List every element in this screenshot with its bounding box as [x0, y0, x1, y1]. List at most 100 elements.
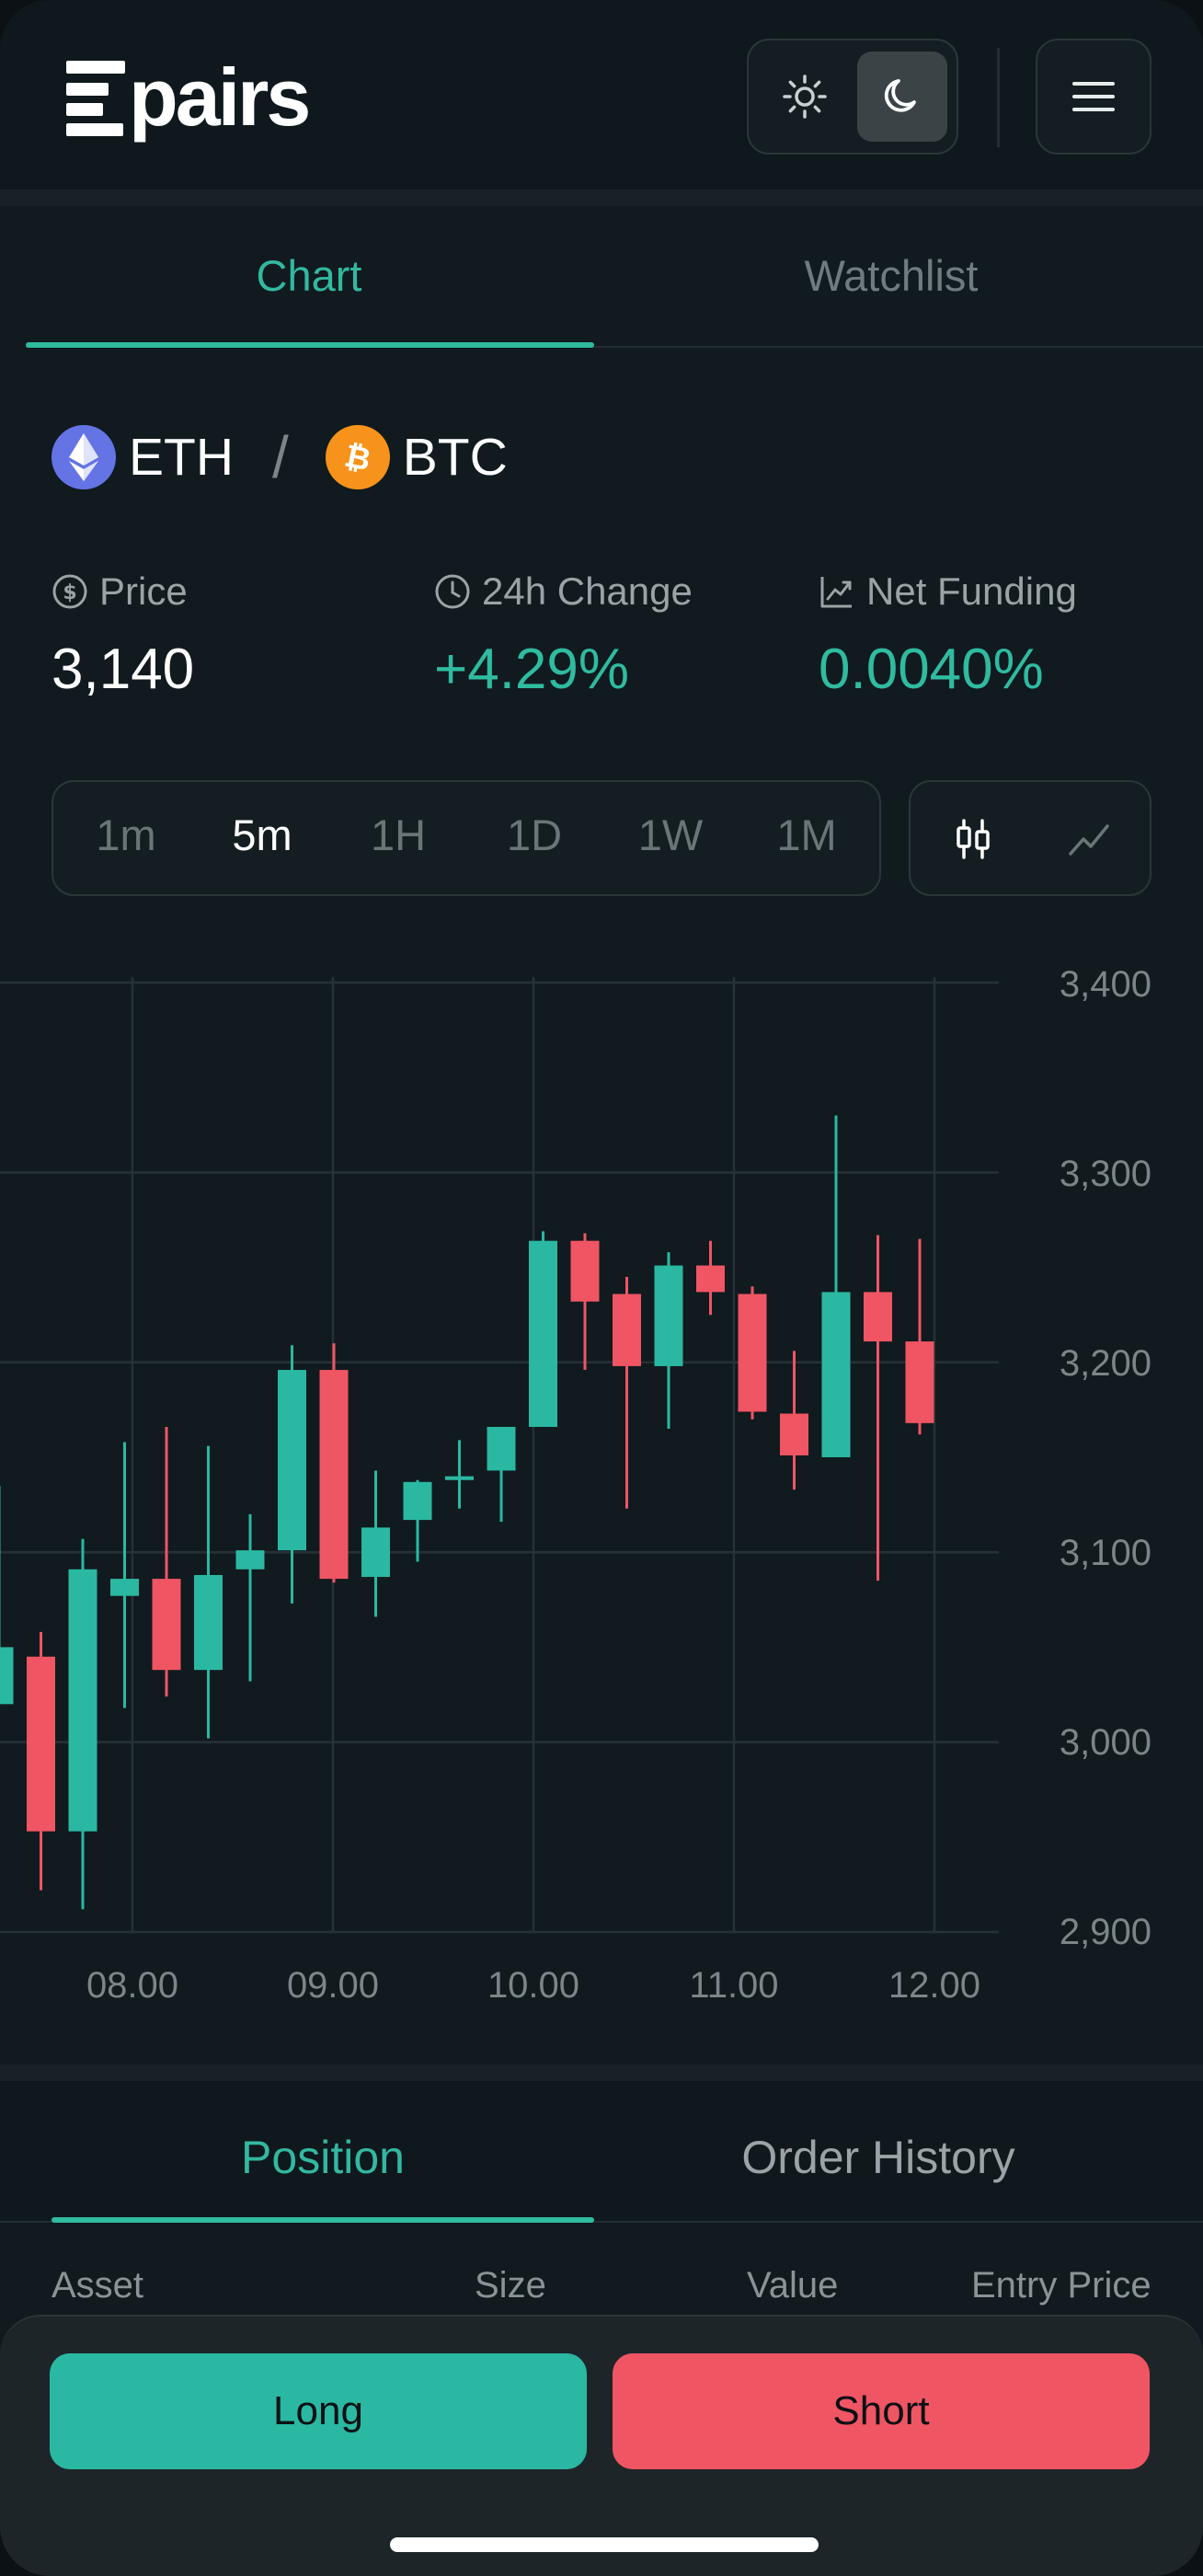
- candle-body-up: [194, 1574, 223, 1671]
- chart-type-selector: [909, 780, 1151, 896]
- candle-body-up: [0, 1647, 14, 1705]
- hamburger-menu-icon: [1072, 82, 1115, 111]
- moon-icon: [884, 79, 916, 112]
- tab-position[interactable]: Position: [241, 2132, 405, 2183]
- candle-body-up: [487, 1426, 516, 1471]
- y-tick-label: 3,300: [1059, 1154, 1151, 1194]
- timeframe-1w[interactable]: 1W: [637, 811, 704, 859]
- dark-theme-button[interactable]: [857, 52, 947, 142]
- candle-body-down: [738, 1294, 767, 1412]
- change-label: 24h Change: [482, 569, 693, 613]
- column-header-entry-price[interactable]: Entry Price: [971, 2265, 1151, 2306]
- column-header-asset[interactable]: Asset: [52, 2265, 144, 2306]
- light-theme-button[interactable]: [760, 52, 850, 142]
- candlestick-chart-button[interactable]: [940, 806, 1006, 872]
- candlestick-chart[interactable]: [0, 948, 1203, 2033]
- pair-separator: /: [272, 424, 289, 490]
- menu-button[interactable]: [1036, 39, 1151, 155]
- candle-body-down: [570, 1240, 600, 1302]
- x-tick-label: 08.00: [86, 1965, 179, 2006]
- candle-body-up: [403, 1481, 432, 1521]
- candle-body-down: [864, 1292, 892, 1342]
- section-separator: [0, 2064, 1203, 2081]
- trading-pair[interactable]: ETH / ₿ BTC: [52, 423, 508, 491]
- timeframe-selector: 1m 5m 1H 1D 1W 1M: [52, 780, 881, 896]
- candle-body-up: [278, 1370, 306, 1551]
- candle-body-down: [319, 1370, 349, 1580]
- theme-toggle[interactable]: [747, 39, 958, 155]
- price-stat: $ Price 3,140: [52, 563, 194, 702]
- timeframe-1m[interactable]: 1m: [96, 811, 156, 859]
- dollar-circle-icon: $: [52, 574, 87, 609]
- x-tick-label: 11.00: [689, 1965, 779, 2006]
- candle-body-down: [905, 1341, 934, 1423]
- column-header-size[interactable]: Size: [475, 2265, 546, 2306]
- candle-body-up: [445, 1476, 474, 1480]
- candle-body-down: [613, 1294, 641, 1366]
- logo-text: pairs: [129, 52, 311, 143]
- candle-body-up: [110, 1579, 139, 1596]
- line-chart-button[interactable]: [1056, 806, 1122, 872]
- eth-icon: [52, 425, 116, 489]
- y-tick-label: 3,000: [1059, 1722, 1151, 1763]
- funding-value: 0.0040%: [819, 638, 1044, 701]
- candle-body-up: [361, 1527, 390, 1578]
- quote-asset: BTC: [402, 428, 508, 487]
- trade-action-panel: Long Short: [0, 2315, 1203, 2576]
- candle-body-down: [152, 1579, 181, 1671]
- candlestick-icon: [957, 819, 990, 859]
- candle-body-up: [68, 1569, 97, 1832]
- column-header-value[interactable]: Value: [747, 2265, 839, 2306]
- header-separator: [0, 190, 1203, 206]
- price-chart[interactable]: 3,400 3,300 3,200 3,100 3,000 2,900 08.0…: [0, 948, 1203, 2033]
- base-asset: ETH: [129, 428, 234, 487]
- sun-icon: [783, 75, 827, 119]
- svg-text:$: $: [63, 581, 76, 604]
- tab-chart[interactable]: Chart: [256, 251, 362, 300]
- candle-body-up: [529, 1240, 557, 1427]
- funding-stat: Net Funding 0.0040%: [819, 563, 1077, 702]
- logo-z-mark: [66, 55, 125, 140]
- btc-icon: ₿: [325, 425, 390, 489]
- tabs-divider: [26, 346, 1203, 348]
- y-tick-label: 3,200: [1059, 1343, 1151, 1384]
- funding-label: Net Funding: [866, 569, 1077, 613]
- tab-watchlist[interactable]: Watchlist: [804, 251, 979, 300]
- tab-order-history[interactable]: Order History: [741, 2132, 1015, 2183]
- timeframe-1h[interactable]: 1H: [370, 811, 427, 859]
- main-tabs: Chart Watchlist: [0, 206, 1203, 348]
- home-indicator[interactable]: [390, 2537, 819, 2552]
- logo[interactable]: pairs: [66, 52, 311, 144]
- active-tab-indicator: [26, 342, 594, 348]
- trend-chart-icon: [820, 577, 852, 608]
- price-value: 3,140: [52, 638, 195, 701]
- y-tick-label: 3,400: [1059, 964, 1151, 1005]
- app-header: pairs: [0, 0, 1203, 195]
- y-tick-label: 2,900: [1059, 1912, 1151, 1952]
- timeframe-1d[interactable]: 1D: [506, 811, 563, 859]
- active-bottom-tab-indicator: [52, 2217, 594, 2223]
- position-tabs: Position Order History: [0, 2081, 1203, 2225]
- clock-icon: [435, 574, 470, 609]
- candle-body-down: [27, 1656, 55, 1832]
- timeframe-1mo[interactable]: 1M: [776, 811, 837, 859]
- header-divider: [997, 48, 1000, 147]
- bottom-tabs-divider: [0, 2221, 1203, 2223]
- short-button[interactable]: Short: [613, 2353, 1150, 2469]
- timeframe-5m[interactable]: 5m: [232, 811, 292, 859]
- svg-text:₿: ₿: [341, 439, 373, 476]
- candle-body-up: [821, 1292, 851, 1457]
- price-label: Price: [99, 569, 188, 613]
- x-tick-label: 09.00: [286, 1965, 380, 2006]
- change-value: +4.29%: [434, 638, 630, 701]
- candle-body-down: [780, 1413, 808, 1455]
- change-stat: 24h Change +4.29%: [434, 563, 693, 702]
- long-button[interactable]: Long: [50, 2353, 587, 2469]
- candle-body-down: [696, 1265, 725, 1293]
- candle-body-up: [654, 1265, 683, 1366]
- y-tick-label: 3,100: [1059, 1533, 1151, 1573]
- x-tick-label: 12.00: [888, 1965, 981, 2006]
- x-tick-label: 10.00: [487, 1965, 580, 2006]
- line-chart-icon: [1069, 824, 1109, 856]
